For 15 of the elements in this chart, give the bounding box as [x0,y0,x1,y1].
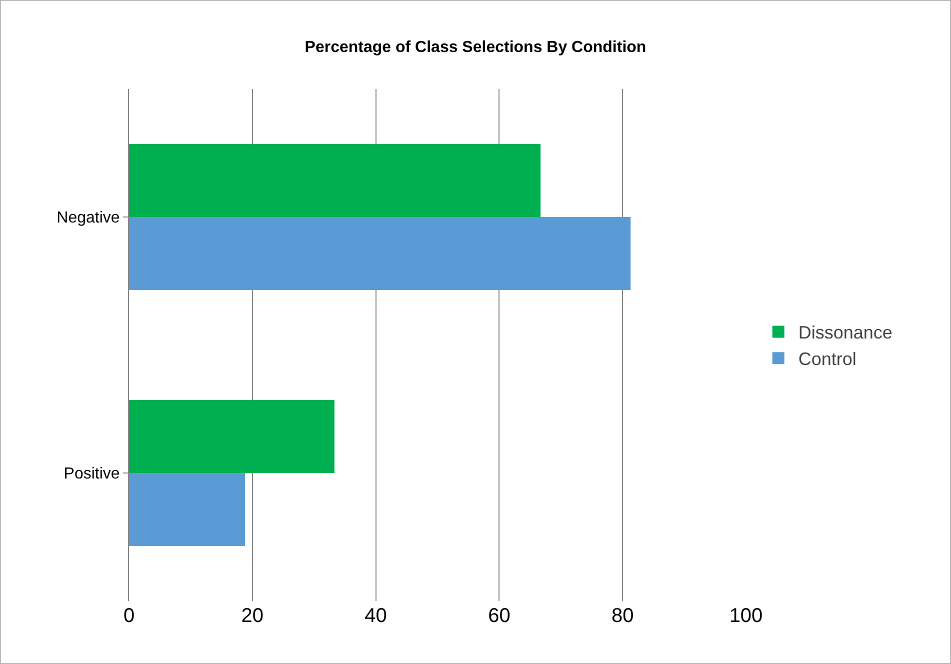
x-tick-label: 40 [364,605,387,627]
legend-label: Dissonance [798,322,892,343]
chart-title: Percentage of Class Selections By Condition [304,38,646,56]
y-tick-label: Positive [64,466,120,483]
x-tick-label: 60 [488,605,510,627]
bar [129,144,541,217]
x-tick-label: 0 [123,605,135,627]
x-tick-label: 80 [611,605,634,627]
legend-label: Control [798,349,856,370]
y-tick-label: Negative [56,210,120,227]
x-tick-label: 20 [241,605,264,627]
bar [129,400,334,473]
bar [129,217,631,290]
x-tick-label: 100 [729,605,763,627]
bar [129,473,245,546]
